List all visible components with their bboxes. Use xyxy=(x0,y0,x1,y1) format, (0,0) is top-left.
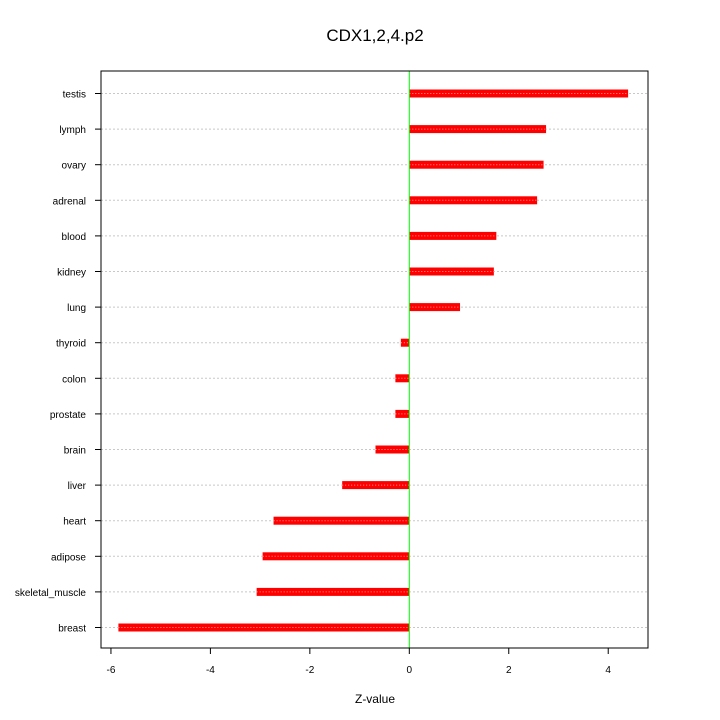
grid-lines xyxy=(101,93,648,628)
y-tick-label: heart xyxy=(63,517,86,528)
bar-lymph xyxy=(409,125,547,134)
chart-title: CDX1,2,4.p2 xyxy=(326,26,423,45)
bar-thyroid xyxy=(400,338,410,347)
bar-breast xyxy=(118,623,410,632)
y-tick-label: lymph xyxy=(59,125,86,136)
bar-skeletal_muscle xyxy=(256,587,410,596)
bar-brain xyxy=(375,445,410,454)
bar-adipose xyxy=(262,552,410,561)
bar-lung xyxy=(409,303,461,312)
x-axis: -6 -4 -2 0 2 4 xyxy=(106,647,611,676)
y-tick-label: lung xyxy=(67,303,86,314)
y-tick-label: liver xyxy=(68,481,87,492)
y-tick-label: blood xyxy=(62,232,86,243)
y-tick-label: brain xyxy=(64,446,86,457)
y-tick-label: prostate xyxy=(50,410,87,421)
x-tick-label: 2 xyxy=(506,665,512,676)
y-tick-labels: testis lymph ovary adrenal blood kidney lung th… xyxy=(15,90,101,635)
y-tick-label: testis xyxy=(63,90,86,101)
x-tick-label: 4 xyxy=(605,665,611,676)
y-tick-label: breast xyxy=(58,624,86,635)
bar-ovary xyxy=(409,160,544,169)
x-axis-label: Z-value xyxy=(355,692,395,706)
bars xyxy=(118,89,629,632)
y-tick-label: skeletal_muscle xyxy=(15,588,87,599)
x-tick-label: -4 xyxy=(206,665,215,676)
y-tick-label: colon xyxy=(62,374,86,385)
y-tick-label: adrenal xyxy=(53,196,86,207)
bar-heart xyxy=(273,516,410,525)
bar-testis xyxy=(409,89,629,98)
x-tick-label: -6 xyxy=(106,665,115,676)
bar-blood xyxy=(409,231,497,240)
plot-frame xyxy=(100,70,649,649)
y-tick-label: kidney xyxy=(57,268,86,279)
x-tick-label: -2 xyxy=(305,665,314,676)
y-tick-label: ovary xyxy=(62,161,86,172)
x-tick-label: 0 xyxy=(407,665,413,676)
y-tick-label: adipose xyxy=(51,552,86,563)
y-tick-label: thyroid xyxy=(56,339,86,350)
